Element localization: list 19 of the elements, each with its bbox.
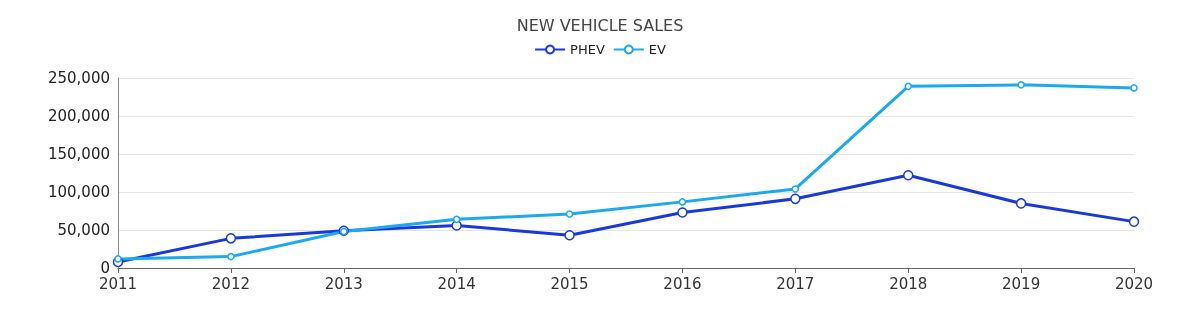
y-tick-label: 250,000 — [47, 69, 110, 87]
y-tick-label: 200,000 — [47, 107, 110, 125]
x-tick-label: 2012 — [211, 274, 250, 293]
x-tick-label: 2015 — [550, 274, 589, 293]
x-tick-label: 2017 — [776, 274, 815, 293]
x-tick-label: 2014 — [437, 274, 476, 293]
chart-title: NEW VEHICLE SALES — [516, 15, 684, 35]
x-tick-label: 2020 — [1114, 274, 1154, 293]
y-tick-label: 0 — [100, 259, 110, 277]
legend-label: PHEV — [570, 42, 605, 57]
x-tick-label: 2016 — [663, 274, 702, 293]
y-tick-label: 100,000 — [47, 183, 110, 201]
y-tick-label: 150,000 — [47, 145, 110, 163]
x-tick-label: 2019 — [1002, 274, 1041, 293]
y-tick-label: 50,000 — [57, 221, 110, 239]
x-tick-label: 2018 — [889, 274, 928, 293]
x-tick-label: 2013 — [324, 274, 363, 293]
x-tick-label: 2011 — [98, 274, 138, 293]
legend-label: EV — [648, 42, 667, 57]
